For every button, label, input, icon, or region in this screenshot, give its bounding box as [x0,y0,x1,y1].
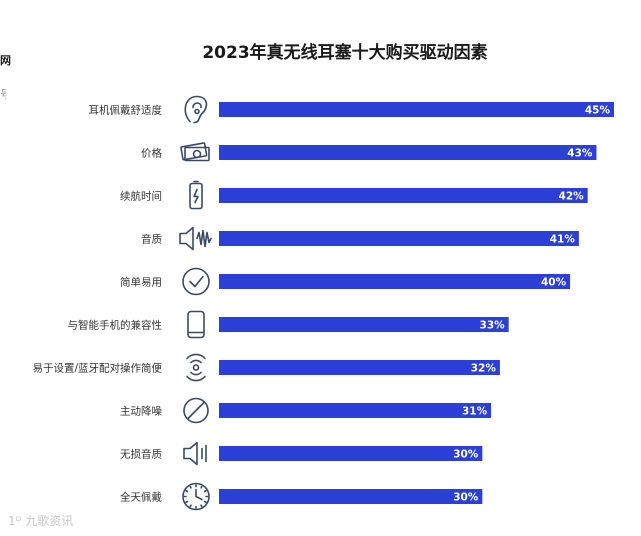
bar [219,403,492,418]
no-sign-icon [183,397,209,424]
value-label: 30% [453,449,479,461]
value-label: 41% [550,234,576,246]
category-label: 续航时间 [120,190,162,203]
value-label: 31% [462,406,488,418]
bar [219,102,614,117]
clock-icon [182,482,210,511]
bar [219,188,588,203]
category-label: 价格 [141,147,162,160]
money-icon [180,142,210,162]
bar [219,360,500,375]
speaker-icon [183,441,207,466]
watermark: 1ᴰ 九歌资讯 [8,514,74,528]
value-label: 42% [559,191,585,203]
chart-title: 2023年真无线耳塞十大购买驱动因素 [202,43,488,63]
bar [219,274,571,289]
category-label: 无损音质 [120,448,162,461]
bar [219,446,483,461]
checkmark-circle-icon [182,267,210,296]
speaker-wave-icon [179,226,212,251]
category-label: 主动降噪 [120,405,162,418]
bar [219,231,579,246]
category-label: 简单易用 [120,276,162,289]
bar [219,317,509,332]
category-label: 音质 [141,233,162,246]
value-label: 43% [567,148,593,160]
value-label: 33% [480,320,506,332]
value-label: 45% [585,105,611,117]
smartphone-icon [187,310,205,339]
bar [219,145,597,160]
left-text-fragment-1: 网 [0,54,11,67]
category-label: 全天佩戴 [120,491,162,504]
category-label: 易于设置/蓝牙配对操作简便 [32,362,162,375]
value-label: 40% [541,277,567,289]
category-label: 与智能手机的兼容性 [68,319,163,332]
category-label: 耳机佩戴舒适度 [89,104,163,117]
ear-icon [184,95,208,124]
wireless-signal-icon [186,353,206,382]
bar [219,489,483,504]
left-text-fragment-2: 号 [0,88,6,101]
battery-icon [189,180,203,210]
value-label: 30% [453,492,479,504]
value-label: 32% [471,363,497,375]
